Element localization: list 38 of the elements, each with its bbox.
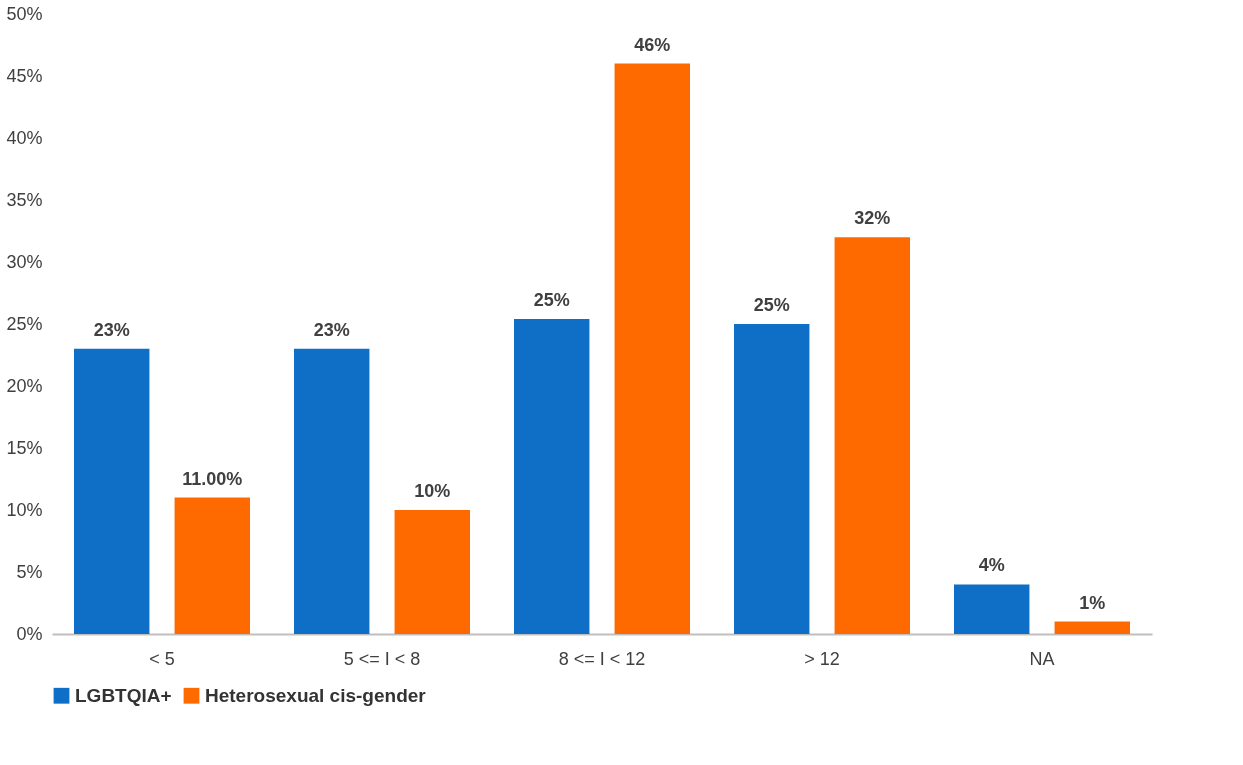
- bar: [174, 497, 250, 634]
- bar: [514, 319, 590, 634]
- bar: [954, 584, 1030, 634]
- bar: [614, 63, 690, 634]
- bar: [1054, 621, 1130, 634]
- data-label: 32%: [854, 208, 891, 229]
- y-tick-label: 15%: [6, 437, 43, 458]
- legend-label: Heterosexual cis-gender: [205, 684, 427, 706]
- y-tick-label: 5%: [16, 561, 43, 582]
- x-tick-label: > 12: [804, 648, 840, 669]
- y-tick-label: 50%: [6, 3, 43, 24]
- y-tick-label: 45%: [6, 65, 43, 86]
- y-tick-label: 35%: [6, 189, 43, 210]
- data-label: 25%: [753, 295, 790, 315]
- data-label: 10%: [414, 481, 451, 501]
- bar: [834, 237, 910, 634]
- bar: [294, 348, 370, 634]
- x-tick-label: < 5: [149, 648, 175, 669]
- data-label: 46%: [634, 34, 671, 55]
- y-tick-label: 20%: [6, 375, 43, 396]
- data-label: 23%: [313, 319, 350, 340]
- y-tick-label: 25%: [6, 313, 43, 334]
- x-tick-label: 5 <= I < 8: [343, 648, 421, 669]
- bar: [394, 510, 470, 634]
- data-label: 4%: [978, 555, 1005, 576]
- x-tick-label: NA: [1029, 648, 1055, 669]
- bar: [74, 348, 150, 634]
- y-tick-label: 40%: [6, 127, 43, 148]
- data-label: 11.00%: [182, 468, 243, 489]
- bar: [734, 324, 810, 634]
- x-tick-label: 8 <= I < 12: [558, 648, 646, 669]
- data-label: 1%: [1079, 592, 1106, 613]
- y-tick-label: 0%: [16, 623, 43, 644]
- data-label: 23%: [93, 319, 130, 340]
- y-tick-label: 10%: [6, 499, 43, 520]
- data-label: 25%: [533, 290, 570, 311]
- legend-label: LGBTQIA+: [75, 684, 172, 706]
- y-tick-label: 30%: [6, 251, 43, 272]
